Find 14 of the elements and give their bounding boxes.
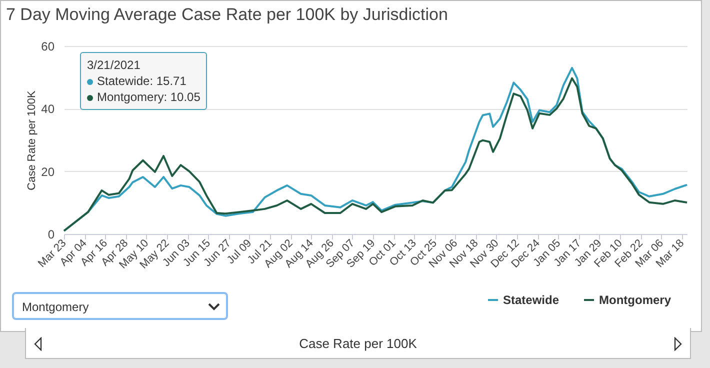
y-tick-label: 20 [41,164,55,179]
y-tick-label: 60 [41,40,55,54]
annotation: 3/21/2021 [87,57,142,73]
annotation: Montgomery: 10.05 [97,90,200,104]
chart-title: 7 Day Moving Average Case Rate per 100K by Jurisdiction [6,5,448,24]
hover-tooltip: 3/21/2021 Statewide: 15.71 Montgomery: 10.05 [80,52,208,110]
y-axis-title: Case Rate per 100K [26,90,38,190]
y-tick-label: 0 [48,228,55,242]
dropdown: Montgomery [12,292,228,320]
text: Case Rate per 100K [298,336,418,351]
legend-label: Statewide [503,293,560,307]
annotation: Statewide: 15.71 [97,74,186,88]
y-tick-label: 40 [41,102,55,116]
legend-label: Montgomery [599,293,672,307]
